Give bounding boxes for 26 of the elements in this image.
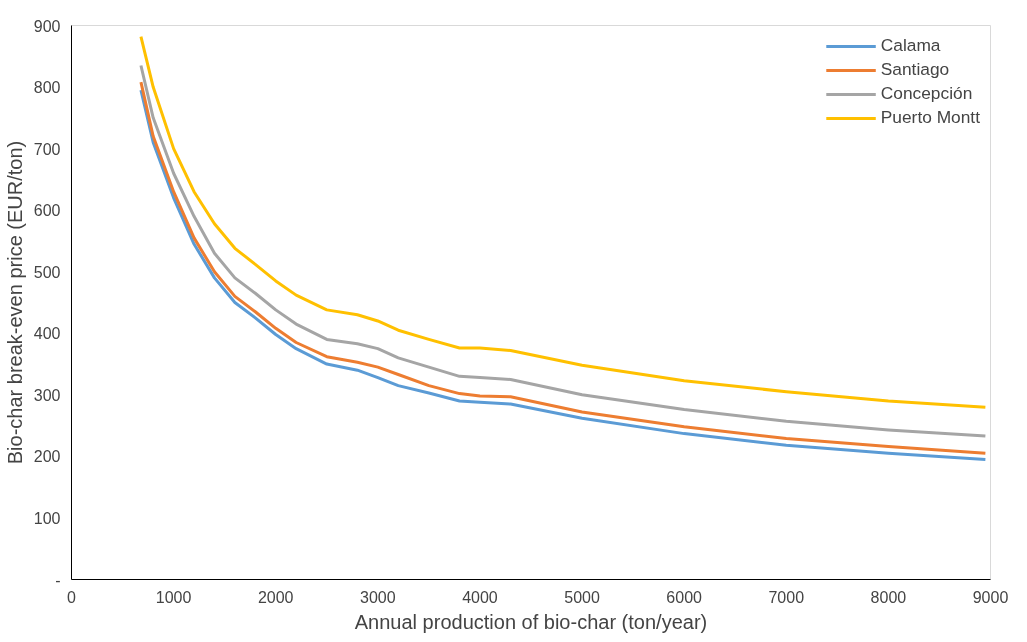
x-tick-label: 4000 [462,588,498,606]
x-tick-label: 6000 [666,588,703,606]
x-tick-label: 5000 [564,588,600,606]
y-tick-label: 800 [33,79,61,97]
x-tick-label: 2000 [257,588,294,606]
y-tick-label: 500 [33,263,61,281]
y-tick-label: 600 [33,202,61,220]
legend-label: Puerto Montt [880,107,980,128]
y-axis-title: Bio-char break-even price (EUR/ton) [3,140,26,465]
x-tick-label: 8000 [870,588,907,606]
x-tick-label: 1000 [155,588,192,606]
y-tick-label: 400 [33,325,61,343]
legend-label: Concepción [880,83,973,104]
y-tick-label: 700 [33,140,61,158]
y-tick-label: 100 [33,509,61,527]
legend-label: Santiago [880,59,950,80]
y-tick-label: 300 [33,386,61,404]
legend-label: Calama [880,35,941,56]
x-tick-label: 0 [67,588,77,606]
x-axis-title: Annual production of bio-char (ton/year) [354,610,708,633]
y-tick-label: 200 [33,448,61,466]
x-tick-label: 3000 [360,588,396,606]
x-tick-label: 9000 [972,588,1009,606]
x-tick-label: 7000 [768,588,805,606]
y-tick-label: - [55,571,61,589]
y-tick-label: 900 [33,17,61,35]
